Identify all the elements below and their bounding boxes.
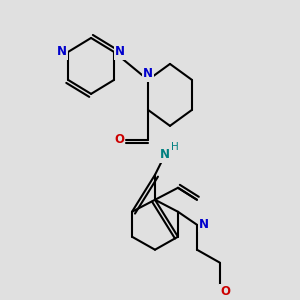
Text: N: N: [115, 45, 125, 58]
Text: N: N: [143, 68, 153, 80]
Text: O: O: [114, 133, 124, 146]
Text: N: N: [199, 218, 209, 231]
Text: N: N: [160, 148, 170, 161]
Text: N: N: [57, 45, 67, 58]
Text: H: H: [171, 142, 179, 152]
Text: O: O: [220, 285, 230, 298]
